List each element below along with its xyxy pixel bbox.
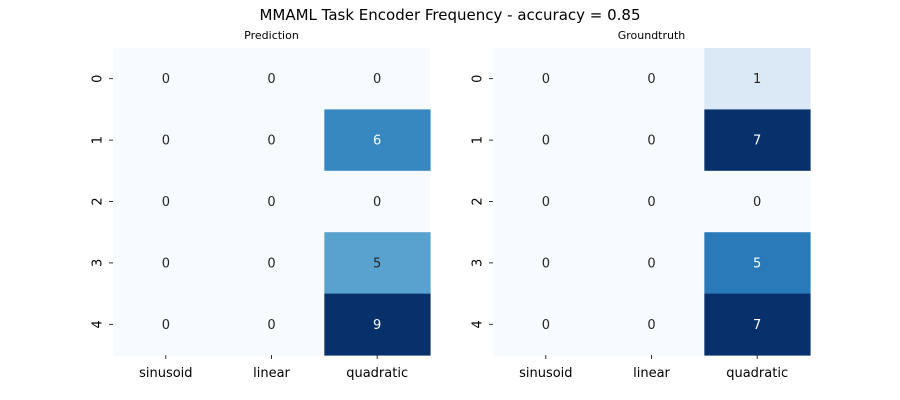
- cell-value-label: 0: [542, 256, 550, 271]
- heatmap-cell: [324, 293, 431, 356]
- cell-value-label: 0: [267, 256, 275, 271]
- heatmap-cell: [704, 293, 811, 356]
- cell-value-label: 0: [542, 134, 550, 149]
- heatmap-panel-1: Prediction 0 0 0 0 0 6 0 0 0 0 0 5 0 0 9 sinusoid linear q…: [91, 29, 431, 381]
- x-tick-label: sinusoid: [139, 366, 192, 381]
- heatmap-cell: [113, 48, 220, 110]
- heatmap-cell: [218, 293, 325, 356]
- y-tick-label: 4: [91, 320, 106, 328]
- cell-value-label: 0: [267, 134, 275, 149]
- heatmap-cell: [324, 232, 431, 295]
- cell-value-label: 5: [373, 256, 381, 271]
- cell-value-label: 0: [162, 256, 170, 271]
- cell-value-label: 5: [753, 256, 761, 271]
- heatmap-cell: [218, 48, 325, 110]
- heatmap-cell: [493, 170, 600, 233]
- x-tick-label: linear: [633, 366, 670, 381]
- cell-value-label: 0: [267, 72, 275, 87]
- cell-value-label: 7: [753, 318, 761, 333]
- heatmap-cell: [598, 170, 705, 233]
- heatmap-cell: [218, 170, 325, 233]
- y-tick-label: 0: [91, 75, 106, 83]
- cell-value-label: 1: [753, 72, 761, 87]
- y-tick-label: 2: [91, 197, 106, 205]
- heatmap-cell: [493, 109, 600, 172]
- heatmap-panels: Prediction 0 0 0 0 0 6 0 0 0 0 0 5 0 0 9 sinusoid linear q…: [91, 29, 811, 381]
- x-tick-label: quadratic: [346, 366, 408, 381]
- heatmap-panel-2: Groundtruth 0 0 1 0 0 7 0 0 0 0 0 5 0 0 7 sinusoid linear…: [471, 29, 811, 381]
- heatmap-cell: [598, 48, 705, 110]
- x-tick-label: linear: [253, 366, 290, 381]
- heatmap-title: Prediction: [244, 29, 299, 42]
- y-tick-label: 2: [471, 197, 486, 205]
- cell-value-label: 0: [162, 72, 170, 87]
- y-tick-label: 3: [91, 259, 106, 267]
- y-tick-label: 3: [471, 259, 486, 267]
- cell-value-label: 0: [542, 72, 550, 87]
- cell-value-label: 0: [647, 256, 655, 271]
- heatmap-cell: [598, 109, 705, 172]
- heatmap-cell: [704, 170, 811, 233]
- heatmap-cell: [113, 232, 220, 295]
- cell-value-label: 0: [647, 195, 655, 210]
- heatmap-cell: [493, 293, 600, 356]
- cell-value-label: 0: [647, 72, 655, 87]
- cell-value-label: 6: [373, 134, 381, 149]
- cell-value-label: 0: [162, 195, 170, 210]
- cell-value-label: 0: [373, 72, 381, 87]
- heatmap-cell: [493, 48, 600, 110]
- cell-value-label: 0: [647, 318, 655, 333]
- cell-value-label: 0: [542, 318, 550, 333]
- heatmap-cell: [218, 109, 325, 172]
- x-tick-label: quadratic: [726, 366, 788, 381]
- cell-value-label: 0: [162, 318, 170, 333]
- heatmap-cell: [324, 170, 431, 233]
- cell-value-label: 0: [542, 195, 550, 210]
- y-tick-label: 1: [91, 136, 106, 144]
- cell-value-label: 0: [162, 134, 170, 149]
- heatmap-title: Groundtruth: [618, 29, 686, 42]
- cell-value-label: 0: [753, 195, 761, 210]
- cell-value-label: 0: [647, 134, 655, 149]
- heatmap-cell: [113, 293, 220, 356]
- heatmap-cell: [598, 293, 705, 356]
- cell-value-label: 9: [373, 318, 381, 333]
- y-tick-label: 1: [471, 136, 486, 144]
- heatmap-cell: [493, 232, 600, 295]
- y-tick-label: 4: [471, 320, 486, 328]
- heatmap-cell: [598, 232, 705, 295]
- cell-value-label: 0: [267, 318, 275, 333]
- cell-value-label: 7: [753, 134, 761, 149]
- cell-value-label: 0: [373, 195, 381, 210]
- heatmap-cell: [218, 232, 325, 295]
- heatmap-cell: [113, 109, 220, 172]
- figure-title: MMAML Task Encoder Frequency - accuracy …: [259, 6, 640, 24]
- x-tick-label: sinusoid: [519, 366, 572, 381]
- cell-value-label: 0: [267, 195, 275, 210]
- heatmap-cell: [324, 109, 431, 172]
- heatmap-cell: [704, 109, 811, 172]
- heatmap-cell: [113, 170, 220, 233]
- heatmap-cell: [704, 48, 811, 110]
- y-tick-label: 0: [471, 75, 486, 83]
- heatmap-cell: [704, 232, 811, 295]
- heatmap-cell: [324, 48, 431, 110]
